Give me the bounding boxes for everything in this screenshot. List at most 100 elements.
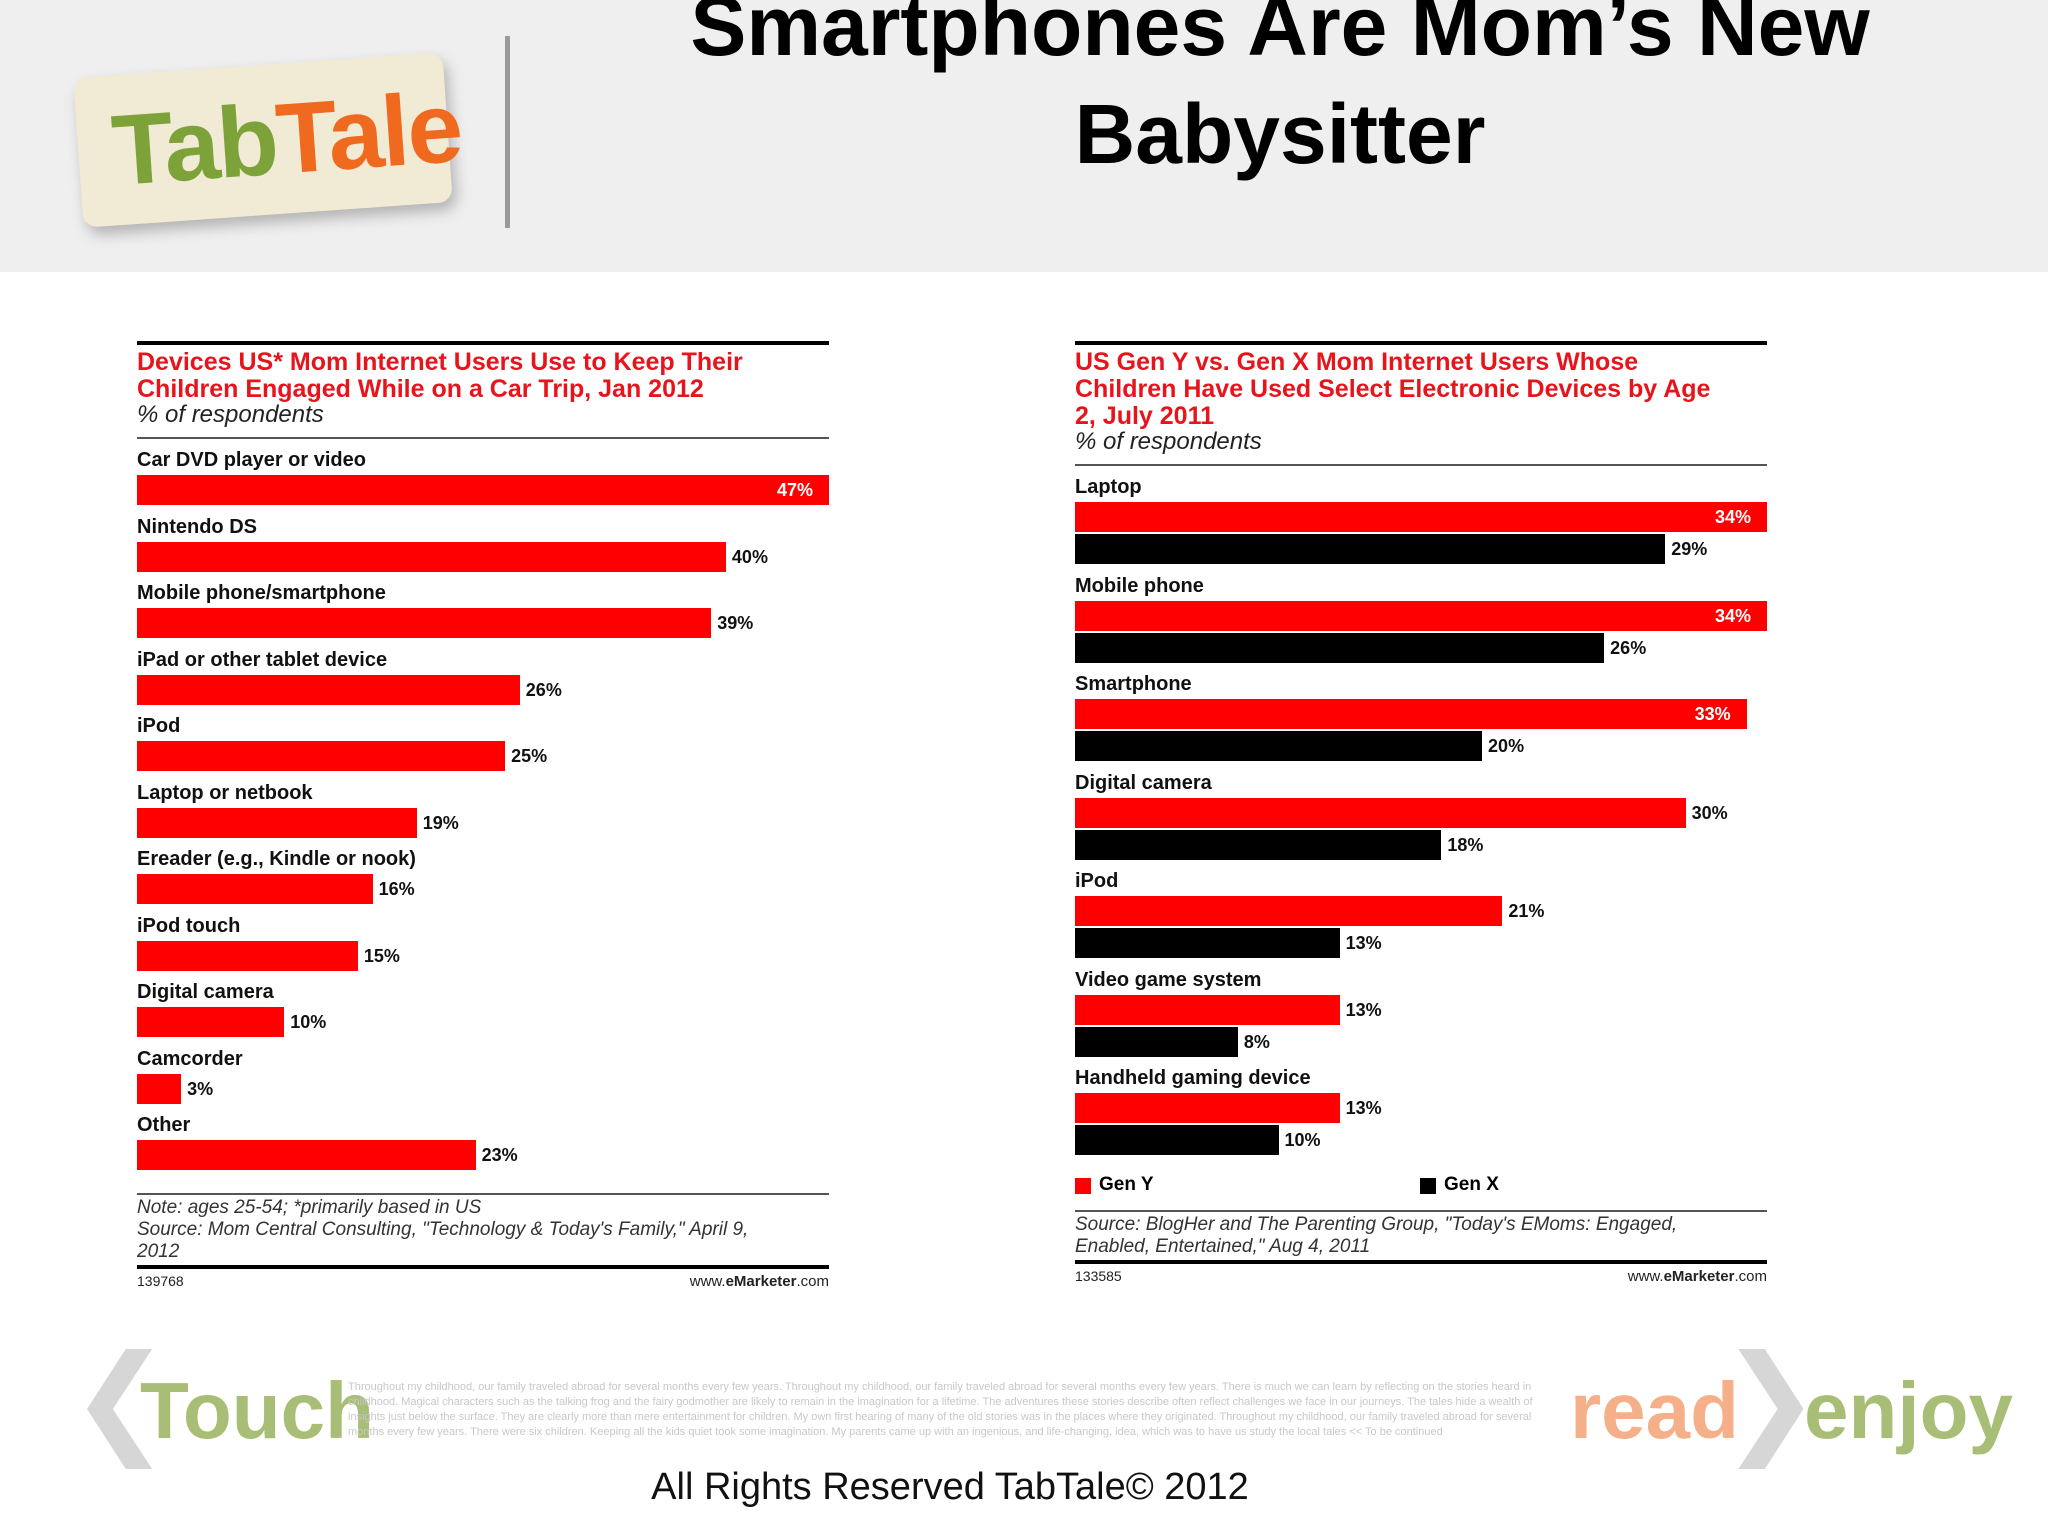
credit-brand: eMarketer: [1663, 1267, 1735, 1285]
bar-series-1: [1075, 1093, 1340, 1123]
category-label: Digital camera: [1075, 771, 1212, 794]
bar-series-2: [1075, 1125, 1279, 1155]
bar-series-1: [137, 807, 417, 838]
value-label: 20%: [1488, 736, 1525, 756]
bar-series-2: [1075, 632, 1605, 663]
value-label: 15%: [363, 945, 400, 966]
footer-enjoy-word: enjoy: [1804, 1366, 2013, 1455]
copyright-notice: All Rights Reserved TabTale© 2012: [651, 1466, 1249, 1508]
value-label: 26%: [525, 679, 562, 700]
category-label: Smartphone: [1075, 673, 1192, 695]
bar-series-1: [137, 874, 373, 904]
category-label: iPod touch: [137, 914, 241, 937]
chart-id-code: 133585: [1075, 1267, 1122, 1284]
value-label: 29%: [1671, 539, 1708, 559]
category-label: Laptop or netbook: [137, 781, 313, 804]
value-label: 33%: [1694, 704, 1731, 724]
footer-read-word: read: [1570, 1366, 1739, 1455]
chart-footer-rule: [137, 1192, 829, 1195]
chart-panel-gen-y-vs-gen-x: US Gen Y vs. Gen X Mom Internet Users Wh…: [1075, 341, 1767, 1301]
bar-series-1: [137, 1073, 182, 1104]
chart-top-rule: [1075, 341, 1767, 345]
value-label: 39%: [717, 613, 754, 633]
bar-series-1: [1075, 994, 1340, 1025]
category-label: Laptop: [1075, 476, 1142, 498]
value-label: 34%: [1715, 507, 1752, 527]
legend-label-gen-y: Gen Y: [1099, 1173, 1154, 1195]
tabtale-logo: TabTale: [108, 70, 464, 209]
chart-source-note: Note: ages 25-54; *primarily based in US: [137, 1196, 482, 1218]
bar-series-1: [1075, 797, 1686, 828]
chart-bottom-rule: [137, 1264, 829, 1269]
bar-series-1: [137, 940, 358, 971]
value-label: 47%: [777, 480, 814, 500]
value-label: 26%: [1610, 637, 1647, 658]
chevron-left-icon: ❮: [70, 1332, 171, 1466]
bar-series-1: [137, 741, 506, 771]
chart-header-rule: [137, 437, 829, 439]
bar-series-1: [137, 1007, 285, 1037]
credit-suffix: .com: [1734, 1267, 1767, 1285]
chart-source-note: Source: BlogHer and The Parenting Group,…: [1075, 1213, 1678, 1235]
bar-series-2: [1075, 829, 1442, 860]
chart-source-note: Source: Mom Central Consulting, "Technol…: [137, 1218, 749, 1240]
chart-title-line: Children Have Used Select Electronic Dev…: [1075, 375, 1711, 403]
slide-header: TabTale Smartphones Are Mom’s New Babysi…: [0, 0, 2048, 272]
emarketer-credit: www.eMarketer.com: [690, 1273, 829, 1290]
category-label: Camcorder: [137, 1047, 243, 1070]
bar-series-2: [1075, 534, 1666, 564]
value-label: 10%: [1284, 1130, 1321, 1150]
chart-source-note: 2012: [137, 1240, 180, 1262]
bar-series-2: [1075, 928, 1340, 958]
logo-part-tab: Tab: [108, 83, 281, 208]
value-label: 8%: [1243, 1031, 1270, 1052]
legend-label-gen-x: Gen X: [1444, 1173, 1499, 1195]
credit-suffix: .com: [796, 1272, 829, 1290]
chart-panel-car-trip: Devices US* Mom Internet Users Use to Ke…: [137, 341, 829, 1301]
value-label: 30%: [1691, 802, 1728, 823]
emarketer-credit: www.eMarketer.com: [1628, 1268, 1767, 1285]
chart-id-code: 139768: [137, 1272, 184, 1289]
chart-header-rule: [1075, 464, 1767, 466]
bar-series-1: [137, 541, 726, 572]
value-label: 13%: [1345, 933, 1382, 953]
legend-swatch-gen-x: [1420, 1177, 1436, 1194]
chart-bottom-rule: [1075, 1259, 1767, 1264]
logo-part-tale: Tale: [272, 70, 465, 196]
value-label: 40%: [731, 546, 768, 567]
chart-footer-rule: [1075, 1209, 1767, 1212]
value-label: 13%: [1345, 999, 1382, 1020]
chart-title-line: 2, July 2011: [1075, 402, 1215, 430]
credit-prefix: www.: [1627, 1267, 1664, 1285]
category-label: Handheld gaming device: [1075, 1067, 1311, 1089]
value-label: 16%: [378, 879, 415, 899]
bar-series-1: [1075, 600, 1767, 631]
credit-brand: eMarketer: [725, 1272, 797, 1290]
legend-swatch-gen-y: [1075, 1177, 1091, 1194]
value-label: 34%: [1715, 605, 1752, 626]
bar-series-1: [137, 475, 829, 505]
bar-series-1: [1075, 502, 1767, 532]
chart-title-line: US Gen Y vs. Gen X Mom Internet Users Wh…: [1075, 348, 1639, 376]
bar-series-1: [1075, 896, 1503, 926]
category-label: iPod: [1075, 870, 1119, 892]
chart-source-note: Enabled, Entertained," Aug 4, 2011: [1075, 1235, 1371, 1257]
category-label: Video game system: [1075, 968, 1262, 991]
category-label: iPad or other tablet device: [137, 648, 388, 671]
value-label: 3%: [187, 1078, 214, 1099]
category-label: Other: [137, 1114, 191, 1136]
category-label: Ereader (e.g., Kindle or nook): [137, 848, 416, 870]
bar-series-1: [137, 608, 712, 638]
chevron-right-icon: ❯: [1720, 1332, 1821, 1466]
value-label: 23%: [481, 1145, 518, 1165]
value-label: 25%: [511, 746, 548, 766]
value-label: 21%: [1508, 901, 1545, 921]
chart-title-line: Devices US* Mom Internet Users Use to Ke…: [137, 348, 743, 376]
category-label: iPod: [137, 715, 181, 737]
category-label: Mobile phone/smartphone: [137, 582, 386, 604]
credit-prefix: www.: [689, 1272, 726, 1290]
chart-subtitle: % of respondents: [137, 401, 324, 428]
value-label: 19%: [422, 812, 459, 833]
category-label: Mobile phone: [1075, 574, 1204, 597]
bar-series-1: [137, 1140, 476, 1170]
